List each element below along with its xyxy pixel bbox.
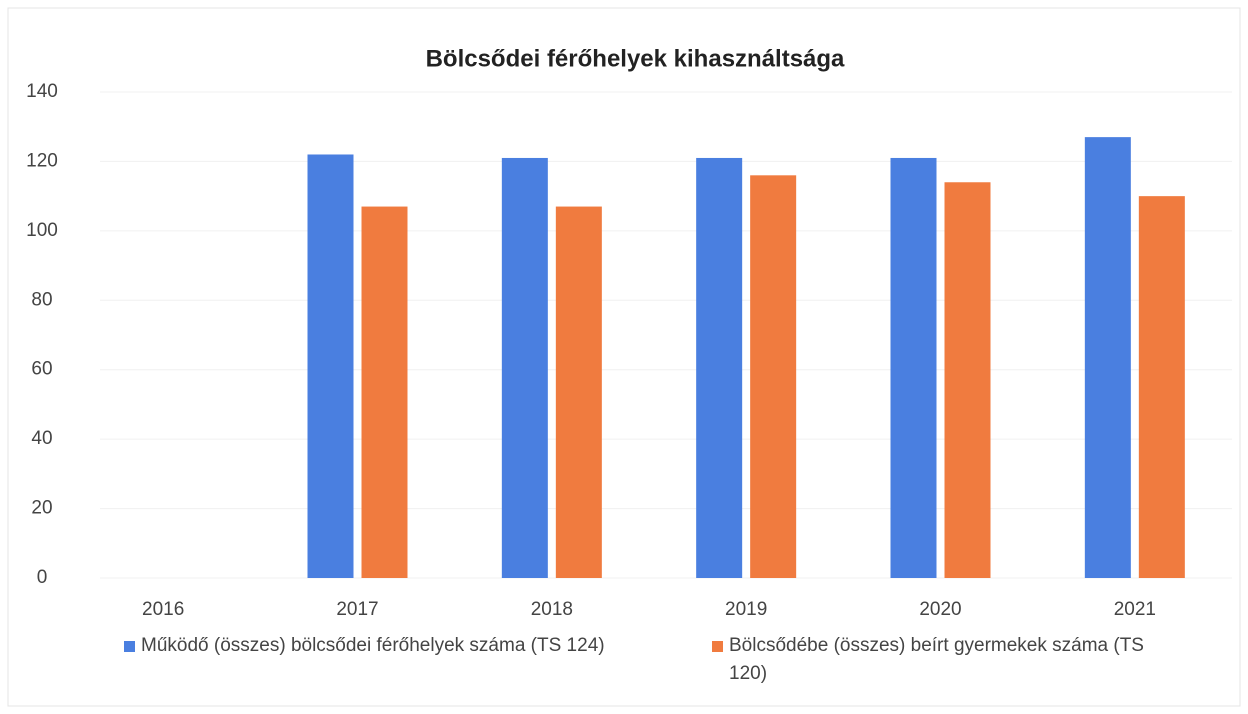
x-tick-label: 2019 <box>725 599 767 620</box>
legend-label: Bölcsődébe (összes) beírt gyermekek szám… <box>729 635 1144 684</box>
y-tick-label: 120 <box>26 150 58 171</box>
x-tick-label: 2018 <box>531 599 573 620</box>
bar <box>361 206 408 579</box>
bar <box>750 175 797 579</box>
chart-frame <box>7 7 1241 707</box>
x-tick-label: 2021 <box>1114 599 1156 620</box>
legend-item: Bölcsődébe (összes) beírt gyermekek szám… <box>712 632 1182 688</box>
bar <box>307 154 354 578</box>
bar <box>944 182 991 578</box>
x-tick-label: 2016 <box>142 599 184 620</box>
bar <box>501 157 548 578</box>
legend-swatch <box>712 641 723 652</box>
bar <box>890 157 937 578</box>
y-tick-label: 60 <box>31 359 52 380</box>
y-tick-label: 140 <box>26 81 58 102</box>
legend-label: Működő (összes) bölcsődei férőhelyek szá… <box>141 635 605 656</box>
legend-swatch <box>124 641 135 652</box>
y-tick-label: 100 <box>26 220 58 241</box>
y-tick-label: 40 <box>31 428 52 449</box>
bar <box>1084 137 1131 578</box>
x-tick-label: 2020 <box>919 599 961 620</box>
y-tick-label: 80 <box>31 289 52 310</box>
legend-item: Működő (összes) bölcsődei férőhelyek szá… <box>124 632 684 660</box>
bar <box>555 206 602 579</box>
bar <box>1138 196 1185 578</box>
y-tick-label: 0 <box>37 567 48 588</box>
bar <box>696 157 743 578</box>
x-tick-label: 2017 <box>336 599 378 620</box>
chart-title: Bölcsődei férőhelyek kihasználtsága <box>426 45 845 72</box>
y-tick-label: 20 <box>31 498 52 519</box>
